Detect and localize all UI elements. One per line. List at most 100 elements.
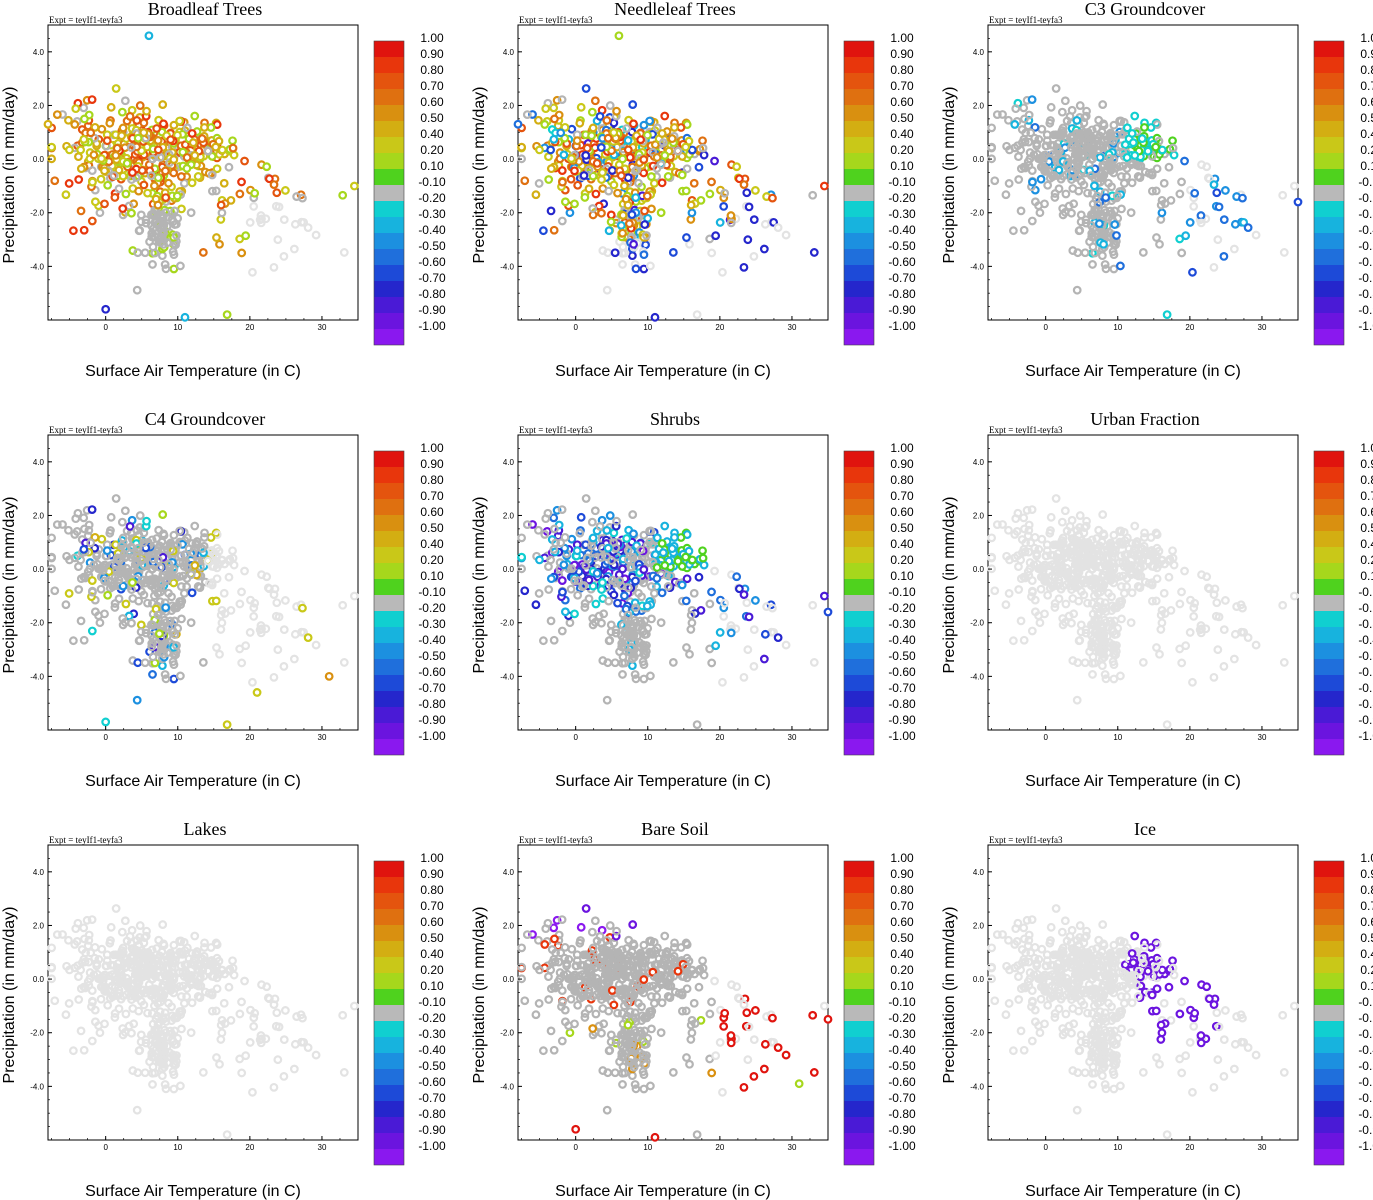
x-tick-label: 30 — [318, 733, 327, 742]
data-point — [1219, 251, 1229, 261]
colorbar-label: -0.80 — [888, 697, 916, 711]
colorbar-swatch — [844, 675, 874, 691]
data-point — [158, 100, 168, 109]
data-point — [639, 155, 649, 164]
y-tick-label: -2.0 — [500, 209, 514, 218]
data-point — [1157, 208, 1167, 218]
experiment-label: Expt = teyIf1-teyfa3 — [519, 15, 593, 25]
colorbar-label: 0.40 — [1360, 537, 1373, 551]
data-point — [237, 248, 247, 258]
data-point — [1162, 310, 1172, 320]
data-point — [148, 670, 157, 679]
y-tick-label: -4.0 — [500, 672, 514, 681]
data-point — [576, 102, 586, 112]
data-point — [176, 172, 186, 181]
data-point — [744, 202, 754, 212]
y-axis-label: Precipitation (in mm/day) — [471, 87, 488, 264]
y-tick-label: 0.0 — [33, 155, 45, 164]
x-tick-label: 0 — [103, 323, 108, 332]
colorbar-swatch — [844, 329, 874, 345]
chart-title: C4 Groundcover — [145, 409, 265, 429]
y-tick-label: 0.0 — [973, 155, 985, 164]
colorbar-label: -0.80 — [418, 697, 446, 711]
y-axis-label: Precipitation (in mm/day) — [1, 87, 18, 264]
colorbar: 1.000.900.800.700.600.500.400.200.10-0.1… — [1313, 441, 1373, 756]
data-point — [241, 231, 251, 241]
data-point — [631, 264, 641, 274]
y-tick-label: 4.0 — [503, 48, 515, 57]
colorbar-label: -0.30 — [888, 617, 916, 631]
data-point — [148, 242, 158, 252]
data-point — [640, 206, 649, 216]
data-point — [87, 626, 97, 636]
colorbar-label: 0.80 — [890, 473, 914, 487]
data-point — [106, 102, 116, 112]
scatter-points — [513, 31, 829, 322]
colorbar-swatch — [1314, 73, 1344, 89]
data-point — [597, 175, 606, 184]
data-point — [648, 147, 658, 157]
colorbar-label: 0.50 — [890, 521, 914, 535]
colorbar-label: 0.60 — [1360, 505, 1373, 519]
colorbar-swatch — [374, 265, 404, 281]
data-point — [97, 534, 107, 544]
data-point — [517, 142, 527, 152]
x-axis-label: Surface Air Temperature (in C) — [555, 773, 771, 790]
data-point — [656, 208, 666, 218]
data-point — [641, 240, 650, 250]
experiment-label: Expt = teyIf1-teyfa3 — [49, 835, 123, 845]
data-point — [744, 612, 754, 622]
data-point — [609, 528, 619, 538]
colorbar-label: -0.40 — [1358, 633, 1373, 647]
data-point — [559, 150, 569, 160]
data-point — [97, 154, 106, 164]
data-point — [1143, 146, 1153, 156]
colorbar-label: -0.90 — [418, 303, 446, 317]
data-point — [1128, 138, 1138, 148]
data-point — [148, 228, 157, 238]
data-point — [186, 208, 196, 218]
data-point — [579, 171, 589, 180]
data-point — [1212, 188, 1222, 198]
data-point — [567, 124, 577, 134]
chart-title: Broadleaf Trees — [148, 0, 262, 19]
data-point — [298, 193, 307, 203]
colorbar-label: -1.00 — [418, 729, 446, 743]
data-point — [531, 600, 541, 610]
data-point — [616, 221, 626, 230]
colorbar-swatch — [844, 217, 874, 233]
data-point — [139, 180, 149, 190]
colorbar-label: -0.40 — [888, 223, 916, 237]
data-point — [549, 134, 559, 144]
data-point — [609, 118, 619, 128]
y-axis-label: Precipitation (in mm/day) — [1, 907, 18, 1084]
colorbar-label: -0.40 — [888, 633, 916, 647]
y-tick-label: 0.0 — [503, 155, 515, 164]
chart-title: Shrubs — [650, 409, 700, 429]
x-tick-label: 30 — [788, 733, 797, 742]
colorbar-label: -0.40 — [418, 223, 446, 237]
data-point — [687, 208, 697, 218]
data-point — [222, 310, 232, 320]
data-point — [560, 122, 570, 132]
data-point — [87, 95, 97, 104]
colorbar-label: -0.60 — [418, 255, 446, 269]
colorbar-swatch — [374, 627, 404, 643]
data-point — [707, 587, 716, 597]
colorbar-swatch — [844, 595, 874, 611]
x-tick-label: 0 — [1043, 733, 1048, 742]
colorbar-label: -0.90 — [888, 713, 916, 727]
data-point — [681, 596, 691, 606]
data-point — [50, 176, 60, 186]
x-tick-label: 10 — [1113, 733, 1122, 742]
colorbar-label: -1.00 — [1358, 729, 1373, 743]
data-point — [188, 138, 198, 148]
data-point — [279, 251, 289, 261]
data-point — [686, 215, 696, 224]
data-point — [1243, 223, 1253, 233]
data-point — [137, 166, 147, 175]
data-point — [80, 114, 89, 124]
data-point — [132, 285, 142, 295]
colorbar-swatch — [844, 579, 874, 595]
